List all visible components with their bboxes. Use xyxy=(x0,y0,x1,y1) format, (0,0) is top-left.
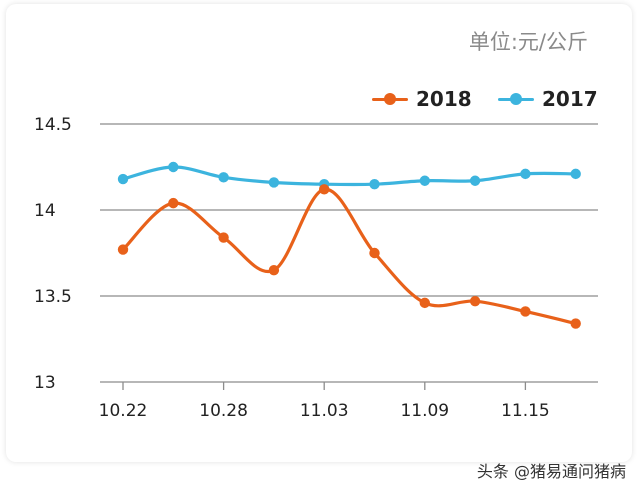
series-line-2018 xyxy=(121,187,578,326)
legend-swatch-2018 xyxy=(372,89,408,109)
data-point-2018-8 xyxy=(520,306,531,317)
data-point-2018-7 xyxy=(469,295,481,307)
data-point-2017-5 xyxy=(369,179,380,190)
data-point-2017-8 xyxy=(520,168,531,180)
series-line-2017 xyxy=(121,165,578,187)
data-point-2018-6 xyxy=(419,297,430,309)
data-point-2018-2 xyxy=(218,232,229,243)
data-point-2017-6 xyxy=(419,175,430,186)
x-tick-label: 10.28 xyxy=(199,401,248,421)
data-point-2018-9 xyxy=(570,318,581,329)
x-tick-label: 10.22 xyxy=(99,401,148,421)
data-point-2017-1 xyxy=(168,161,179,173)
data-point-2017-3 xyxy=(268,177,280,188)
legend-dot-2017 xyxy=(510,93,522,105)
x-tick-label: 11.09 xyxy=(400,401,449,421)
unit-label: 单位:元/公斤 xyxy=(468,30,588,54)
data-point-2018-3 xyxy=(268,265,280,276)
legend-item-2018: 2018 xyxy=(372,86,472,112)
legend-item-2017: 2017 xyxy=(498,86,598,112)
chart-card xyxy=(6,4,632,462)
legend-swatch-2017 xyxy=(498,89,534,109)
data-point-2018-1 xyxy=(168,197,179,209)
y-tick-label: 14 xyxy=(34,201,56,221)
data-point-2018-5 xyxy=(369,247,380,259)
watermark: 头条 @猪易通问猪病 xyxy=(476,462,626,481)
y-tick-label: 14.5 xyxy=(34,115,72,135)
data-point-2017-9 xyxy=(570,168,581,180)
legend-label-2017: 2017 xyxy=(542,87,598,111)
y-tick-label: 13 xyxy=(34,373,56,393)
data-point-2017-2 xyxy=(218,172,229,183)
data-point-2018-4 xyxy=(319,184,330,195)
legend-dot-2018 xyxy=(384,93,396,105)
data-point-2017-7 xyxy=(469,175,481,186)
legend: 2018 2017 xyxy=(0,86,640,112)
x-tick-label: 11.15 xyxy=(501,401,550,421)
data-point-2018-0 xyxy=(117,244,129,255)
x-tick-label: 11.03 xyxy=(300,401,349,421)
y-tick-label: 13.5 xyxy=(34,287,72,307)
data-point-2017-0 xyxy=(117,173,129,185)
legend-label-2018: 2018 xyxy=(416,87,472,111)
